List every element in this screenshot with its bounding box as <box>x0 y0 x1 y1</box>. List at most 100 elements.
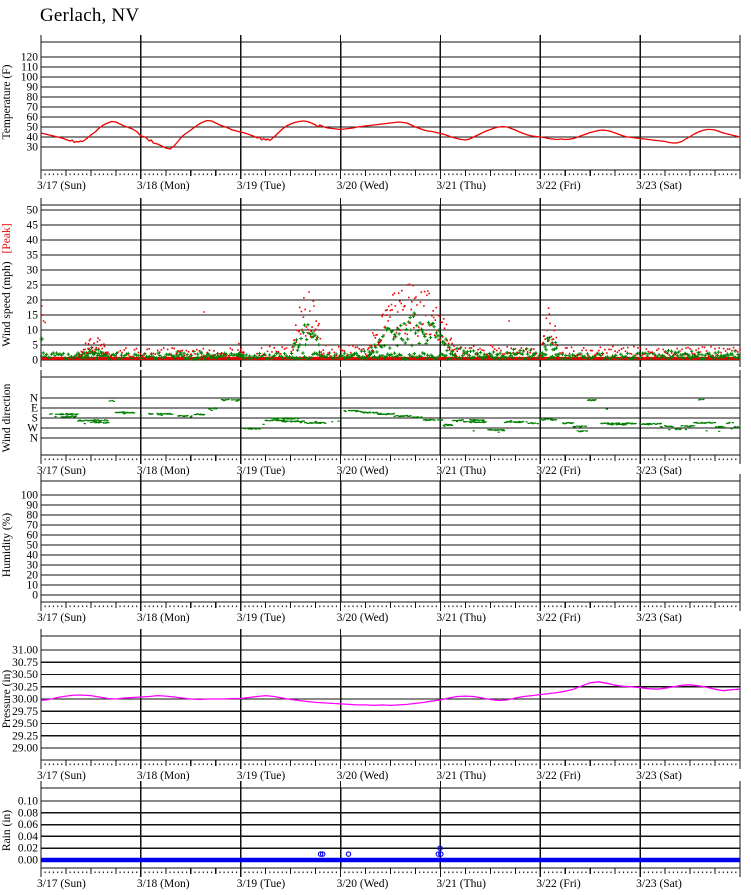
axis-tick-minor <box>548 871 550 874</box>
axis-tick-minor <box>227 605 229 608</box>
y-tick-label: 29.75 <box>12 706 38 718</box>
axis-tick-minor <box>198 871 200 874</box>
panel-pressure: 31.0030.7530.5030.2530.0029.7529.5029.25… <box>1 629 741 782</box>
axis-tick-minor <box>123 605 125 608</box>
axis-tick-minor <box>248 605 250 608</box>
axis-tick-minor <box>531 173 533 176</box>
axis-tick-minor <box>581 605 583 608</box>
axis-tick-minor <box>248 173 250 176</box>
axis-tick-minor <box>310 173 313 176</box>
axis-tick-minor <box>722 763 724 766</box>
axis-tick-minor <box>427 173 429 176</box>
axis-tick-minor <box>456 605 458 608</box>
axis-tick-minor <box>548 173 550 176</box>
axis-tick-minor <box>722 871 724 874</box>
axis-tick-minor <box>98 605 100 608</box>
axis-tick-minor <box>685 458 687 461</box>
axis-tick-minor <box>602 173 604 176</box>
axis-tick-minor <box>119 458 121 461</box>
axis-tick-minor <box>210 605 213 608</box>
axis-tick-minor <box>627 458 629 461</box>
axis-tick-minor <box>635 458 637 461</box>
axis-tick-minor <box>360 173 362 176</box>
axis-tick-minor <box>543 763 546 766</box>
y-tick-label: N <box>30 393 39 405</box>
axis-tick-minor <box>718 173 720 176</box>
axis-tick-minor <box>144 871 146 874</box>
axis-tick-minor <box>652 763 654 766</box>
axis-tick-minor <box>510 173 512 176</box>
axis-tick-minor <box>82 871 84 874</box>
y-axis-title: Temperature (F) <box>1 64 13 139</box>
axis-tick-minor <box>568 763 571 766</box>
panel-frame <box>40 41 741 171</box>
y-tick-label: 30 <box>27 142 39 154</box>
axis-tick-minor <box>319 871 321 874</box>
axis-tick-minor <box>660 871 662 874</box>
y-tick-label: 10 <box>27 325 39 337</box>
axis-tick-minor <box>202 871 204 874</box>
axis-tick-minor <box>331 458 333 461</box>
axis-tick-minor <box>660 605 662 608</box>
axis-tick-minor <box>285 458 288 461</box>
axis-tick-minor <box>431 871 433 874</box>
axis-tick-minor <box>477 458 479 461</box>
axis-tick-minor <box>423 173 425 176</box>
axis-tick-minor <box>106 458 109 461</box>
axis-tick-minor <box>206 763 209 766</box>
axis-tick-minor <box>294 871 296 874</box>
axis-tick-minor <box>327 173 329 176</box>
axis-tick-minor <box>123 871 125 874</box>
axis-tick-minor <box>352 871 354 874</box>
axis-tick-minor <box>352 763 354 766</box>
axis-tick-minor <box>223 871 225 874</box>
axis-tick-minor <box>306 173 308 176</box>
axis-tick-minor <box>373 605 375 608</box>
axis-tick-minor <box>294 173 296 176</box>
axis-tick-minor <box>177 458 179 461</box>
y-tick-label: 45 <box>27 220 39 232</box>
axis-tick-minor <box>597 173 600 176</box>
axis-tick-minor <box>602 605 604 608</box>
axis-tick-minor <box>256 173 258 176</box>
axis-tick-minor <box>706 871 708 874</box>
axis-tick-minor <box>323 173 325 176</box>
axis-tick-minor <box>523 763 525 766</box>
axis-tick-minor <box>327 605 329 608</box>
axis-tick-minor <box>506 173 508 176</box>
axis-tick-minor <box>506 605 508 608</box>
axis-tick-minor <box>506 763 508 766</box>
axis-tick-minor <box>69 605 71 608</box>
axis-tick-minor <box>260 871 263 874</box>
axis-tick-minor <box>169 871 171 874</box>
axis-tick-minor <box>556 605 558 608</box>
axis-tick-minor <box>377 763 379 766</box>
axis-tick-minor <box>102 763 105 766</box>
axis-tick-minor <box>369 871 371 874</box>
axis-tick-minor <box>131 605 134 608</box>
axis-tick-minor <box>398 605 400 608</box>
axis-tick-minor <box>481 871 483 874</box>
axis-tick-minor <box>518 871 521 874</box>
axis-tick-minor <box>485 173 487 176</box>
axis-tick-minor <box>61 605 63 608</box>
axis-tick-minor <box>294 605 296 608</box>
axis-tick-minor <box>627 173 629 176</box>
axis-tick-minor <box>319 605 321 608</box>
axis-tick-minor <box>231 605 233 608</box>
date-label: 3/23 (Sat) <box>636 180 682 192</box>
axis-tick-minor <box>198 763 200 766</box>
axis-tick-minor <box>481 605 483 608</box>
y-tick-label: 40 <box>27 550 39 562</box>
axis-tick-minor <box>385 871 387 874</box>
axis-tick-minor <box>194 871 196 874</box>
axis-tick-minor <box>543 173 546 176</box>
axis-tick-minor <box>127 871 129 874</box>
axis-tick-minor <box>302 871 304 874</box>
axis-tick-minor <box>443 763 446 766</box>
axis-tick-minor <box>123 763 125 766</box>
axis-tick-minor <box>726 458 729 461</box>
axis-tick-minor <box>161 173 163 176</box>
axis-tick-minor <box>606 763 608 766</box>
